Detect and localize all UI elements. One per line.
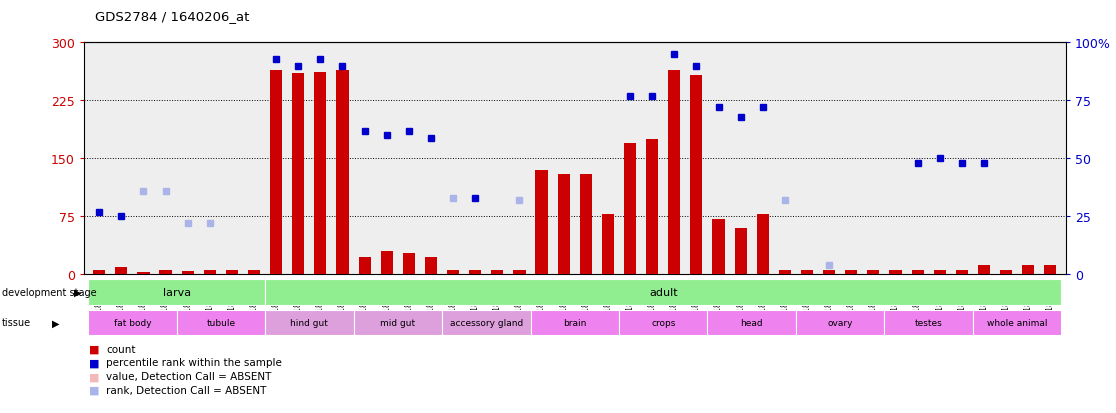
Bar <box>266 310 354 335</box>
Text: ■: ■ <box>89 385 99 395</box>
Bar <box>668 70 681 275</box>
Bar <box>270 70 282 275</box>
Bar <box>978 266 990 275</box>
Bar <box>93 271 105 275</box>
Bar <box>579 174 591 275</box>
Bar <box>160 271 172 275</box>
Text: percentile rank within the sample: percentile rank within the sample <box>106 358 282 368</box>
Text: larva: larva <box>163 287 191 297</box>
Bar <box>1000 271 1012 275</box>
Bar <box>88 310 176 335</box>
Bar <box>1022 266 1035 275</box>
Bar <box>425 258 437 275</box>
Bar <box>182 272 194 275</box>
Bar <box>884 310 973 335</box>
Text: value, Detection Call = ABSENT: value, Detection Call = ABSENT <box>106 371 271 381</box>
Bar <box>973 310 1061 335</box>
Bar <box>646 140 658 275</box>
Bar <box>708 310 796 335</box>
Bar <box>624 144 636 275</box>
Text: tissue: tissue <box>2 318 31 328</box>
Text: ■: ■ <box>89 371 99 381</box>
Text: testes: testes <box>915 318 943 327</box>
Bar <box>403 254 415 275</box>
Bar <box>712 219 724 275</box>
Text: mid gut: mid gut <box>381 318 415 327</box>
Bar <box>336 70 348 275</box>
Text: crops: crops <box>651 318 675 327</box>
Bar <box>619 310 708 335</box>
Text: brain: brain <box>564 318 586 327</box>
Bar <box>442 310 530 335</box>
Bar <box>822 271 835 275</box>
Bar <box>845 271 857 275</box>
Text: ▶: ▶ <box>52 318 60 328</box>
Text: hind gut: hind gut <box>290 318 328 327</box>
Bar <box>88 279 266 305</box>
Bar <box>381 252 393 275</box>
Bar <box>602 214 614 275</box>
Bar <box>796 310 884 335</box>
Text: head: head <box>740 318 763 327</box>
Bar <box>801 271 814 275</box>
Bar <box>558 174 570 275</box>
Bar <box>889 271 902 275</box>
Bar <box>955 271 968 275</box>
Bar <box>358 258 371 275</box>
Bar <box>176 310 266 335</box>
Bar <box>225 271 238 275</box>
Bar <box>292 74 305 275</box>
Bar <box>734 228 747 275</box>
Bar <box>530 310 619 335</box>
Bar <box>204 271 215 275</box>
Text: count: count <box>106 344 135 354</box>
Bar <box>513 271 526 275</box>
Text: tubule: tubule <box>206 318 235 327</box>
Text: whole animal: whole animal <box>987 318 1048 327</box>
Bar <box>448 271 459 275</box>
Text: ■: ■ <box>89 358 99 368</box>
Bar <box>266 279 1061 305</box>
Text: ▶: ▶ <box>74 287 81 297</box>
Text: ■: ■ <box>89 344 99 354</box>
Text: development stage: development stage <box>2 287 97 297</box>
Text: fat body: fat body <box>114 318 151 327</box>
Text: ovary: ovary <box>827 318 853 327</box>
Bar <box>1045 266 1057 275</box>
Bar <box>934 271 945 275</box>
Bar <box>469 271 481 275</box>
Bar <box>491 271 503 275</box>
Text: adult: adult <box>648 287 677 297</box>
Bar <box>757 214 769 275</box>
Bar <box>691 76 702 275</box>
Bar <box>137 272 150 275</box>
Bar <box>354 310 442 335</box>
Bar <box>115 267 127 275</box>
Bar <box>315 73 327 275</box>
Text: rank, Detection Call = ABSENT: rank, Detection Call = ABSENT <box>106 385 267 395</box>
Bar <box>912 271 924 275</box>
Bar <box>779 271 791 275</box>
Text: accessory gland: accessory gland <box>450 318 523 327</box>
Bar <box>536 171 548 275</box>
Text: GDS2784 / 1640206_at: GDS2784 / 1640206_at <box>95 10 249 23</box>
Bar <box>867 271 879 275</box>
Bar <box>248 271 260 275</box>
